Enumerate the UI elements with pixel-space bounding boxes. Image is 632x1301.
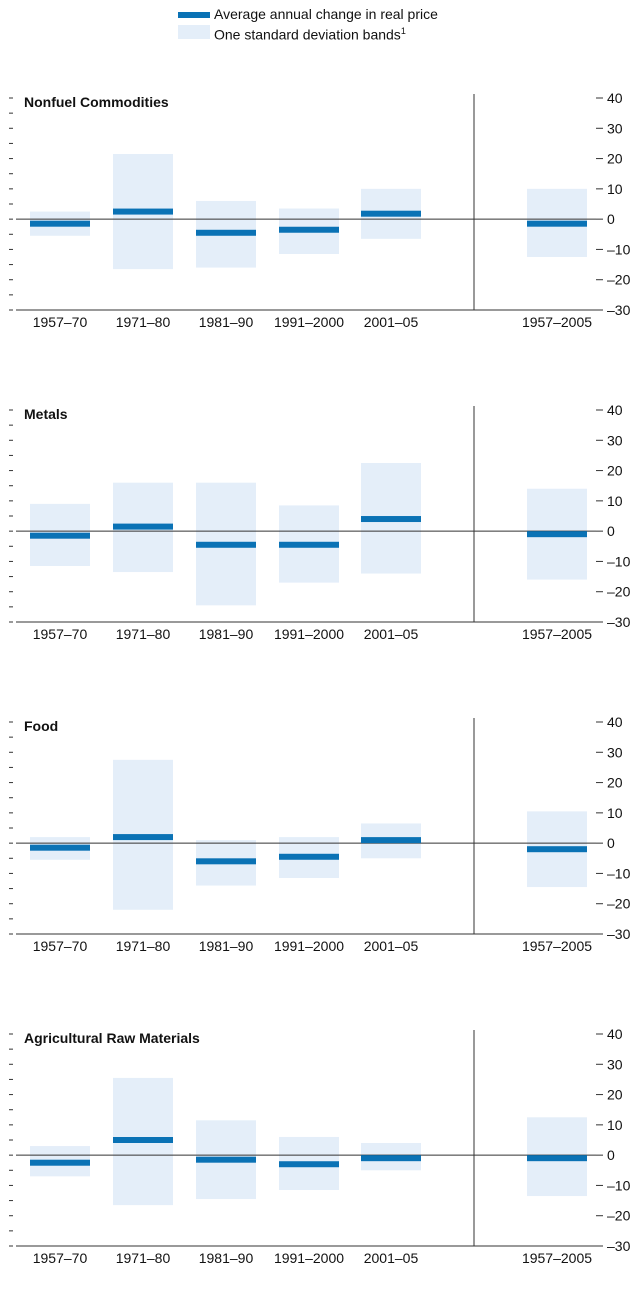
y-tick-label: –10 [607, 553, 631, 569]
y-tick-label: 0 [607, 1147, 615, 1163]
x-tick-label: 1957–70 [33, 314, 88, 330]
x-tick-label: 1991–2000 [274, 626, 344, 642]
average-bar [30, 220, 90, 227]
x-tick-label: 1957–70 [33, 938, 88, 954]
x-tick-label: 2001–05 [364, 1250, 419, 1266]
y-tick-label: –30 [607, 302, 631, 318]
chart-panel: –30 –20 –10 0 10 20 30 40 1957–70 1971–80 1981–90 1… [9, 90, 631, 330]
x-tick-label: 1981–90 [199, 1250, 254, 1266]
y-tick-label: 30 [607, 1056, 623, 1072]
average-bar [113, 208, 173, 215]
y-tick-label: 20 [607, 1087, 623, 1103]
average-bar [196, 858, 256, 865]
x-tick-label: 1991–2000 [274, 1250, 344, 1266]
average-bar [527, 220, 587, 227]
average-bar [196, 229, 256, 236]
average-bar [279, 1161, 339, 1168]
average-bar [361, 516, 421, 523]
average-bar [361, 1155, 421, 1162]
chart-panel: –30 –20 –10 0 10 20 30 40 1957–70 1971–80 1981–90 1… [9, 402, 631, 642]
x-tick-label: 2001–05 [364, 314, 419, 330]
y-tick-label: –30 [607, 926, 631, 942]
y-tick-label: 0 [607, 211, 615, 227]
average-bar [113, 523, 173, 530]
average-bar [361, 210, 421, 217]
average-bar [196, 541, 256, 548]
y-tick-label: –30 [607, 614, 631, 630]
y-tick-label: 10 [607, 493, 623, 509]
legend-swatch-average [178, 12, 210, 18]
legend-swatch-band [178, 25, 210, 39]
y-tick-label: –10 [607, 241, 631, 257]
x-tick-label: 1971–80 [116, 1250, 171, 1266]
panel-title: Metals [24, 406, 68, 422]
x-tick-label: 1981–90 [199, 314, 254, 330]
average-bar [30, 1159, 90, 1166]
average-bar [527, 846, 587, 853]
y-tick-label: –20 [607, 584, 631, 600]
x-tick-label: 1971–80 [116, 938, 171, 954]
y-tick-label: 0 [607, 523, 615, 539]
y-tick-label: –20 [607, 1208, 631, 1224]
legend-label-band: One standard deviation bands [214, 26, 401, 43]
average-bar [527, 1155, 587, 1162]
average-bar [113, 1137, 173, 1143]
average-bar [196, 1156, 256, 1163]
y-tick-label: 40 [607, 1026, 623, 1042]
x-tick-label: 1991–2000 [274, 314, 344, 330]
y-tick-label: 30 [607, 120, 623, 136]
average-bar [361, 837, 421, 844]
y-tick-label: 30 [607, 744, 623, 760]
x-tick-label: 2001–05 [364, 626, 419, 642]
panel-title: Agricultural Raw Materials [24, 1030, 200, 1046]
x-tick-label: 1991–2000 [274, 938, 344, 954]
average-bar [279, 853, 339, 860]
y-tick-label: 20 [607, 151, 623, 167]
y-tick-label: –20 [607, 272, 631, 288]
y-tick-label: 10 [607, 1117, 623, 1133]
panel-title: Food [24, 718, 58, 734]
y-tick-label: 10 [607, 805, 623, 821]
average-bar [30, 844, 90, 851]
chart-panel: –30 –20 –10 0 10 20 30 40 1957–70 1971–80 1981–90 1… [9, 714, 631, 954]
x-tick-label: 2001–05 [364, 938, 419, 954]
average-bar [279, 226, 339, 233]
legend-label-band-wrap: One standard deviation bands1 [214, 23, 406, 44]
average-bar [527, 531, 587, 538]
average-bar [30, 532, 90, 539]
y-tick-label: 40 [607, 714, 623, 730]
legend-label-average: Average annual change in real price [214, 6, 438, 22]
y-tick-label: –10 [607, 1177, 631, 1193]
average-bar [279, 541, 339, 548]
y-tick-label: 40 [607, 402, 623, 418]
x-tick-label: 1981–90 [199, 626, 254, 642]
x-tick-label: 1957–70 [33, 626, 88, 642]
y-tick-label: –20 [607, 896, 631, 912]
y-tick-label: 10 [607, 181, 623, 197]
x-tick-label: 1981–90 [199, 938, 254, 954]
y-tick-label: –30 [607, 1238, 631, 1254]
x-tick-label: 1957–2005 [522, 1250, 592, 1266]
x-tick-label: 1971–80 [116, 626, 171, 642]
legend-footnote-marker: 1 [400, 26, 406, 36]
x-tick-label: 1957–70 [33, 1250, 88, 1266]
chart-panel: –30 –20 –10 0 10 20 30 40 1957–70 1971–80 1981–90 1… [9, 1026, 631, 1266]
y-tick-label: –10 [607, 865, 631, 881]
x-tick-label: 1971–80 [116, 314, 171, 330]
y-tick-label: 0 [607, 835, 615, 851]
x-tick-label: 1957–2005 [522, 626, 592, 642]
y-tick-label: 30 [607, 432, 623, 448]
x-tick-label: 1957–2005 [522, 938, 592, 954]
panel-title: Nonfuel Commodities [24, 94, 169, 110]
average-bar [113, 834, 173, 841]
y-tick-label: 20 [607, 463, 623, 479]
x-tick-label: 1957–2005 [522, 314, 592, 330]
y-tick-label: 20 [607, 775, 623, 791]
y-tick-label: 40 [607, 90, 623, 106]
